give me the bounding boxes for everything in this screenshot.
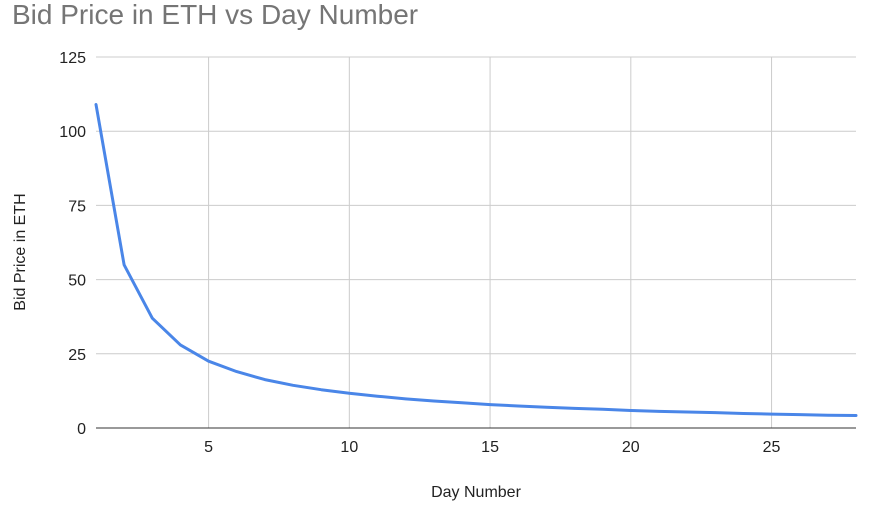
y-axis-ticks: 0 25 50 75 100 125 — [59, 50, 86, 438]
data-point — [573, 407, 576, 410]
x-tick-label: 15 — [481, 439, 499, 456]
data-point — [432, 399, 435, 403]
x-tick-label: 10 — [340, 439, 358, 456]
y-tick-label: 125 — [59, 50, 86, 67]
y-tick-label: 25 — [68, 347, 86, 364]
data-point — [348, 392, 351, 395]
data-point — [94, 103, 98, 106]
data-point — [404, 397, 407, 401]
data-point — [488, 403, 492, 406]
series-line — [94, 103, 858, 417]
data-point — [826, 414, 830, 417]
chart-title: Bid Price in ETH vs Day Number — [12, 0, 418, 30]
data-point — [460, 401, 464, 404]
data-point — [545, 406, 548, 409]
data-point — [629, 409, 633, 412]
y-tick-label: 50 — [68, 273, 86, 290]
y-tick-label: 0 — [77, 421, 86, 438]
x-tick-label: 20 — [622, 439, 640, 456]
y-tick-label: 75 — [68, 198, 86, 215]
data-point — [770, 412, 773, 416]
data-point — [376, 395, 379, 398]
data-point — [122, 263, 126, 266]
y-tick-label: 100 — [59, 124, 86, 141]
data-point — [854, 414, 858, 417]
data-point — [742, 412, 745, 415]
gridlines — [96, 56, 856, 428]
x-tick-label: 25 — [763, 439, 781, 456]
data-point — [291, 384, 295, 387]
data-point — [179, 343, 182, 347]
x-tick-label: 5 — [204, 439, 213, 456]
data-point — [685, 410, 689, 414]
data-point — [714, 411, 717, 414]
data-point — [235, 370, 238, 373]
series-layer — [94, 103, 858, 417]
data-point — [601, 408, 604, 411]
data-point — [657, 410, 661, 413]
x-axis-ticks: 5 10 15 20 25 — [204, 439, 780, 456]
data-point — [517, 404, 520, 408]
y-axis-label: Bid Price in ETH — [12, 193, 29, 310]
x-axis-label: Day Number — [431, 484, 521, 501]
data-point — [798, 413, 801, 416]
data-point — [319, 388, 323, 391]
data-point — [207, 360, 210, 363]
data-point — [263, 378, 267, 381]
data-point — [151, 316, 154, 320]
